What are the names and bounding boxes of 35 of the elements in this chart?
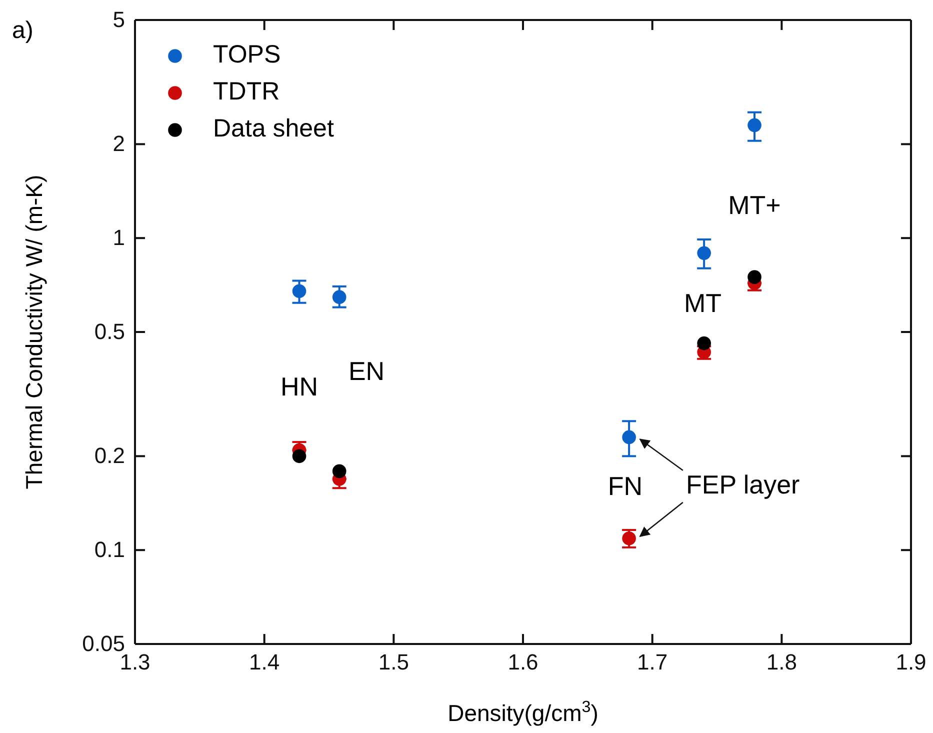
point bbox=[697, 336, 711, 350]
point bbox=[622, 532, 636, 546]
x-tick-label: 1.9 bbox=[896, 650, 926, 675]
annotation: FN bbox=[608, 470, 643, 501]
y-tick-label: 5 bbox=[112, 7, 125, 32]
point bbox=[332, 464, 346, 478]
point bbox=[622, 430, 636, 444]
point bbox=[748, 270, 762, 284]
x-tick-label: 1.8 bbox=[766, 650, 797, 675]
point bbox=[292, 449, 306, 464]
point bbox=[332, 290, 346, 304]
y-tick-label: 0.1 bbox=[94, 537, 125, 562]
annotation: MT bbox=[684, 288, 722, 318]
legend-label: Data sheet bbox=[213, 114, 334, 143]
x-axis-title: Density(g/cm$^{3}$) bbox=[448, 698, 598, 726]
annotation: MT+ bbox=[728, 190, 781, 220]
y-tick-label: 0.5 bbox=[94, 319, 125, 344]
x-tick-label: 1.4 bbox=[249, 650, 280, 675]
y-tick-label: 1 bbox=[112, 225, 125, 250]
y-tick-label: 0.2 bbox=[94, 443, 125, 468]
legend-label: TOPS bbox=[213, 40, 281, 69]
x-tick-label: 1.7 bbox=[637, 650, 668, 675]
point bbox=[697, 246, 711, 260]
legend-label: TDTR bbox=[213, 78, 280, 106]
x-tick-label: 1.6 bbox=[508, 650, 538, 675]
annotation: HN bbox=[280, 371, 318, 402]
annotation: FEP layer bbox=[686, 469, 800, 500]
point bbox=[292, 284, 306, 298]
y-tick-label: 2 bbox=[112, 131, 125, 156]
annotation: EN bbox=[348, 356, 385, 386]
point bbox=[748, 118, 762, 132]
text: a) bbox=[12, 17, 34, 44]
y-tick-label: 0.05 bbox=[82, 631, 125, 656]
y-axis-title: Thermal Conductivity W/ (m-K) bbox=[21, 174, 47, 490]
x-tick-label: 1.5 bbox=[378, 650, 409, 675]
